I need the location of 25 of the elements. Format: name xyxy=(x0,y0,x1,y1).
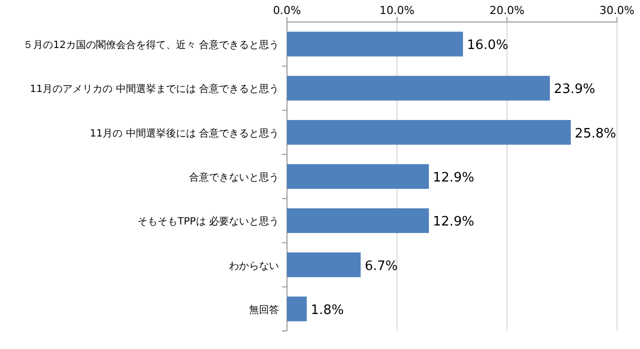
bar xyxy=(287,296,307,322)
data-label: 16.0% xyxy=(467,38,508,54)
data-label: 25.8% xyxy=(574,126,616,142)
y-tick-label: そもそもTPPは 必要ないと思う xyxy=(138,216,279,228)
data-label: 23.9% xyxy=(554,82,596,98)
data-label: 1.8% xyxy=(310,302,344,318)
y-tick-label: 無回答 xyxy=(249,304,279,316)
y-tick-label: 合意できないと思う xyxy=(189,172,279,184)
bar xyxy=(287,208,429,234)
data-label: 12.9% xyxy=(432,170,474,186)
bar xyxy=(287,164,429,189)
y-tick-label: 11月の 中間選挙後には 合意できると思う xyxy=(90,127,279,140)
bar xyxy=(287,252,361,278)
x-tick-label: 20.0% xyxy=(490,4,524,17)
bar xyxy=(287,32,463,56)
data-label: 6.7% xyxy=(364,258,398,274)
x-tick-label: 10.0% xyxy=(380,4,414,17)
y-tick-label: 11月のアメリカの 中間選挙までには 合意できると思う xyxy=(30,83,279,96)
x-tick-label: 0.0% xyxy=(273,4,301,17)
y-tick-label: わからない xyxy=(229,260,279,272)
y-tick-label: ５月の12カ国の閣僚会合を得て、近々 合意できると思う xyxy=(23,39,279,52)
bar xyxy=(287,120,571,145)
x-tick-label: 30.0% xyxy=(600,4,634,17)
data-label: 12.9% xyxy=(432,214,474,230)
bar xyxy=(287,76,550,101)
